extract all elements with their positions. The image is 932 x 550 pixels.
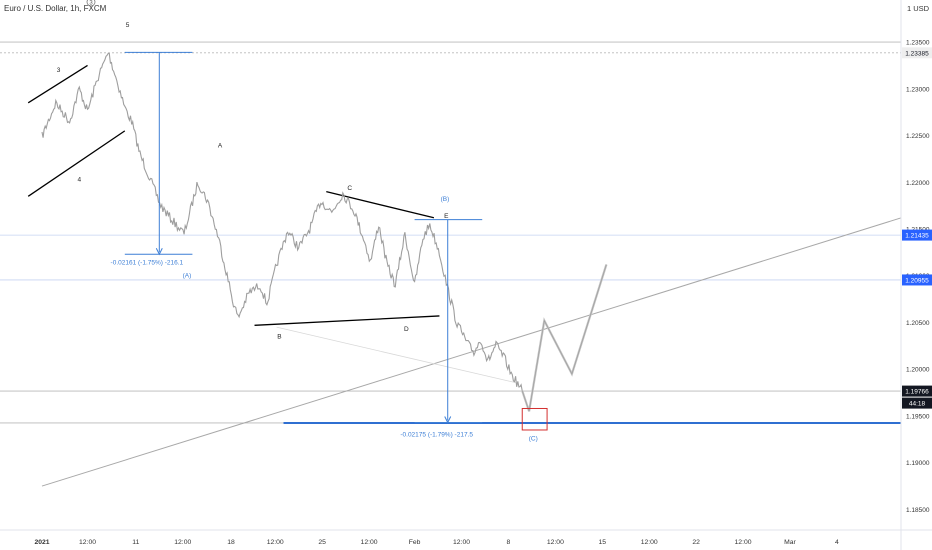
time-tick-label: 2021 <box>34 539 49 546</box>
price-badge-text-countdown: 44:18 <box>909 401 926 408</box>
faint-line <box>276 326 519 384</box>
time-tick-label: 12:00 <box>267 539 284 546</box>
time-tick-label: 25 <box>318 539 326 546</box>
wave-label-a-paren: (A) <box>183 273 192 280</box>
wave-label-5: 5 <box>126 22 130 29</box>
time-tick-label: 22 <box>692 539 700 546</box>
price-badge-level_2[interactable] <box>902 229 932 241</box>
chart-title: Euro / U.S. Dollar, 1h, FXCM <box>4 4 107 13</box>
wave-label-b-paren: (B) <box>441 196 450 203</box>
measure-2[interactable]: -0.02175 (-1.79%) -217.5 <box>400 219 483 439</box>
time-tick-label: 12:00 <box>735 539 752 546</box>
projection-path-core <box>521 264 607 412</box>
long-gray-line <box>41 209 926 487</box>
target-box <box>521 407 548 431</box>
price-axis[interactable]: 1.235001.230001.225001.220001.215001.210… <box>901 0 932 550</box>
horizontal-lines <box>0 41 932 424</box>
time-tick-label: Mar <box>784 539 796 546</box>
time-axis[interactable]: 2021 12:00 11 12:00 18 12:00 25 12:00 Feb 12:00 8 1… <box>0 531 901 550</box>
measure-1-label: -0.02161 (-1.75%) -216.1 <box>111 260 184 267</box>
time-tick-label: 11 <box>132 539 139 546</box>
price-tick-label: 1.20000 <box>906 367 930 374</box>
wave-labels: 5 3 4 A B C D E (B) (A) (C) <box>57 22 538 442</box>
trendlines <box>27 64 926 487</box>
time-tick-label: 12:00 <box>453 539 470 546</box>
time-tick-label: 12:00 <box>79 539 96 546</box>
price-badge-level_1[interactable] <box>902 47 932 59</box>
time-tick-label: 12:00 <box>547 539 564 546</box>
time-axis-bg <box>0 531 901 550</box>
price-tick-label: 1.22500 <box>906 133 930 140</box>
wave-label-3: 3 <box>57 67 61 74</box>
price-tick-label: 1.20500 <box>906 320 930 327</box>
time-tick-label: 12:00 <box>174 539 191 546</box>
wave-label-d: D <box>404 326 409 333</box>
wave-label-4: 4 <box>77 176 81 183</box>
price-tick-label: 1.23500 <box>906 40 930 47</box>
price-tick-label: 1.18500 <box>906 507 930 514</box>
time-tick-label: 4 <box>835 539 839 546</box>
measure-1[interactable]: -0.02161 (-1.75%) -216.1 <box>111 51 193 267</box>
wave-label-c: C <box>347 185 352 192</box>
price-badge-text-level_2: 1.21435 <box>905 233 929 240</box>
price-badge-countdown[interactable] <box>902 397 932 409</box>
measurements: -0.02161 (-1.75%) -216.1 -0.02175 (-1.79%… <box>111 51 483 439</box>
time-tick-label: 8 <box>507 539 511 546</box>
measure-1-arrow-head <box>155 248 163 256</box>
price-tick-label: 1.19000 <box>906 460 930 467</box>
price-badge-last_price[interactable] <box>902 385 932 397</box>
wave-3-line <box>27 64 88 104</box>
wave-label-a: A <box>218 143 223 150</box>
time-tick-label: 18 <box>227 539 235 546</box>
time-tick-label: Feb <box>409 539 421 546</box>
price-line <box>41 52 523 391</box>
header-badge-circle[interactable] <box>86 0 96 7</box>
triangle-lower <box>254 315 440 326</box>
wave-label-b: B <box>277 333 281 340</box>
price-badge-text-level_3: 1.20955 <box>905 277 929 284</box>
price-tick-label: 1.23000 <box>906 86 930 93</box>
time-tick-label: 12:00 <box>641 539 658 546</box>
price-badge-text-last_price: 1.19766 <box>905 389 929 396</box>
price-series <box>41 52 608 431</box>
time-tick-label: 15 <box>598 539 606 546</box>
price-badge-level_3[interactable] <box>902 274 932 286</box>
measure-2-arrow-head <box>444 416 452 424</box>
wave-label-e: E <box>444 213 449 220</box>
wave-4-line <box>27 130 126 197</box>
wave-label-c-paren: (C) <box>529 435 538 442</box>
header-badge: 3 <box>89 1 93 7</box>
price-tick-label: 1.22000 <box>906 180 930 187</box>
currency-label: 1 USD <box>907 4 930 13</box>
time-tick-label: 12:00 <box>361 539 378 546</box>
price-badge-text-level_1: 1.23385 <box>905 50 929 57</box>
price-tick-label: 1.19500 <box>906 413 930 420</box>
measure-2-label: -0.02175 (-1.79%) -217.5 <box>400 432 473 439</box>
